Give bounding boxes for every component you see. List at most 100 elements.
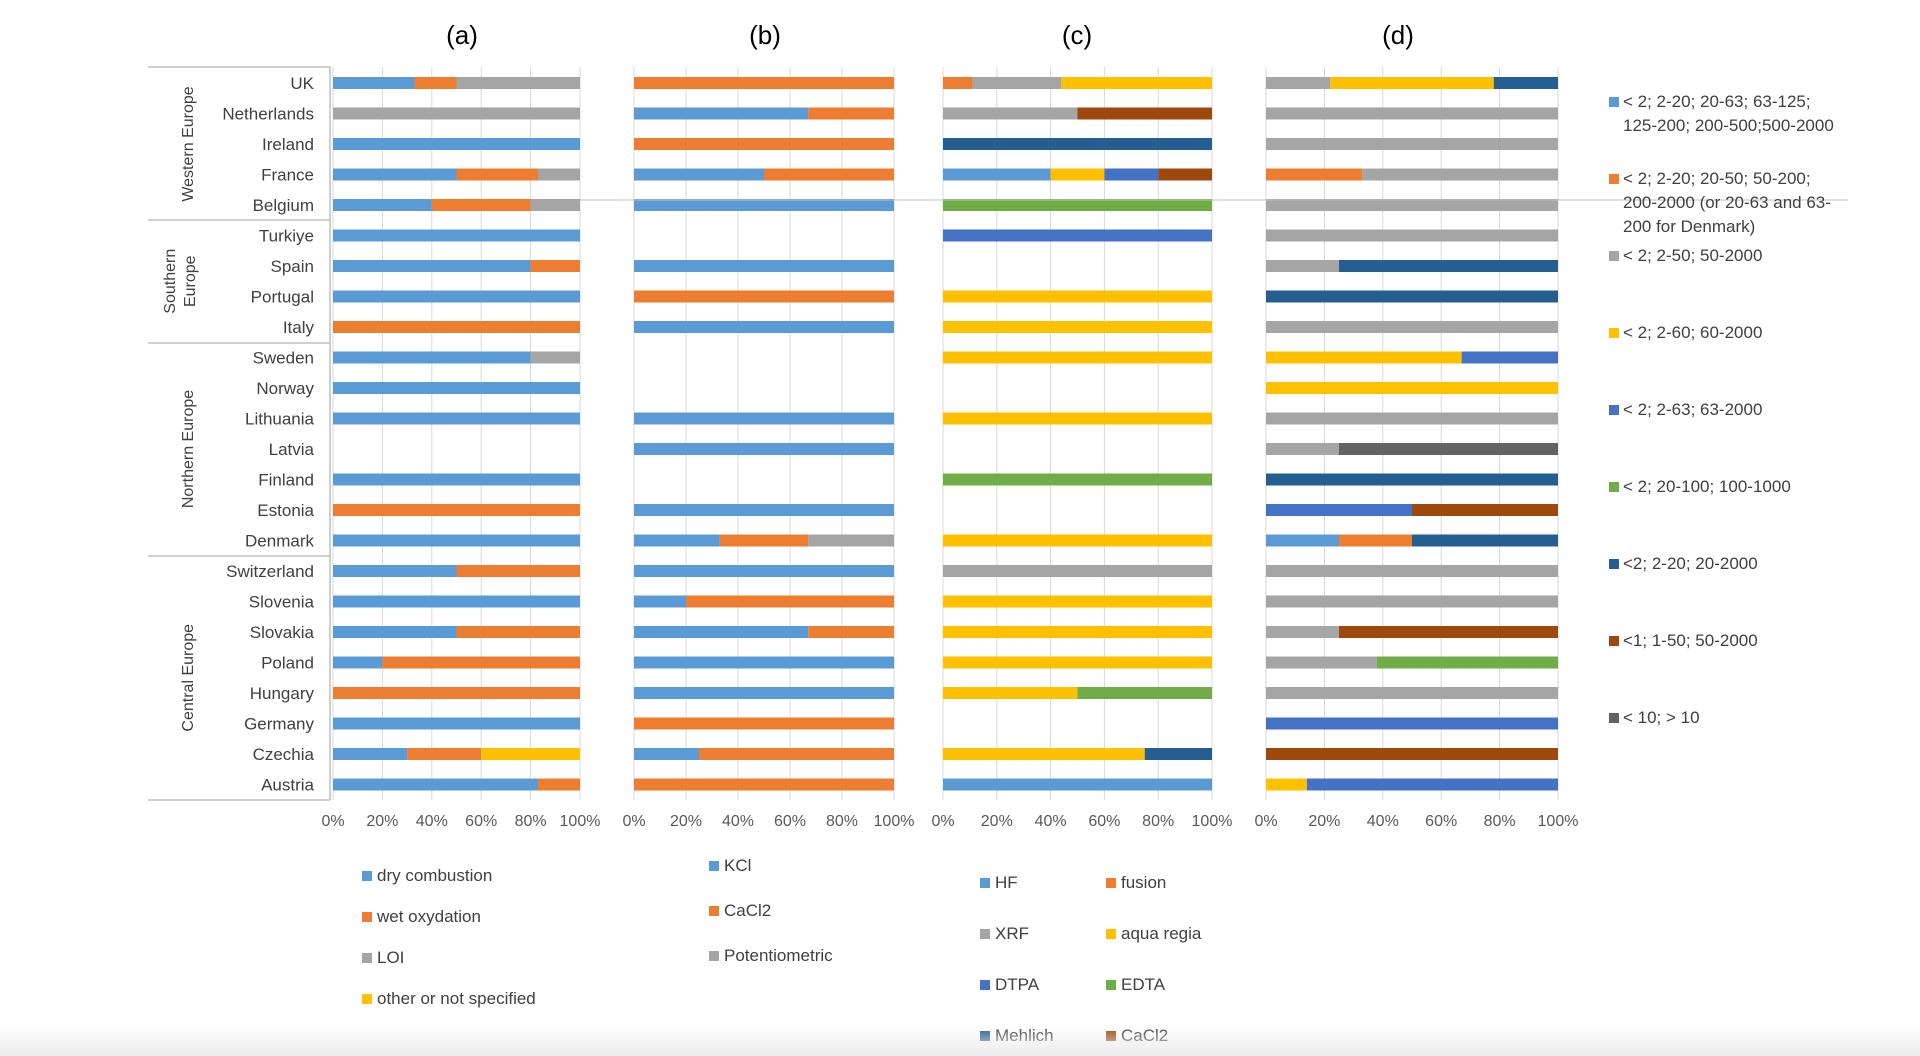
legend-entry: DTPA [995, 975, 1040, 994]
legend-entry: Potentiometric [724, 946, 833, 965]
region-label-group: Northern Europe [180, 390, 197, 508]
bar-segment [634, 321, 894, 333]
bar-segment [634, 290, 894, 303]
bar-segment [1461, 351, 1558, 364]
bar-segment [333, 138, 580, 150]
country-label: Norway [256, 379, 314, 398]
bar-segment [943, 321, 1212, 333]
bar-segment [1077, 687, 1212, 699]
country-label: Spain [271, 257, 314, 276]
legend-swatch [1609, 559, 1619, 569]
panel-title: (d) [1382, 20, 1414, 50]
bar-segment [1266, 626, 1339, 638]
bar-segment [1266, 77, 1331, 89]
bar-segment [456, 626, 580, 638]
bar-segment [456, 77, 580, 89]
x-tick-label: 100% [1192, 813, 1233, 830]
panel-0: (a) 0% 20% 40% 60% 80% 100% [321, 20, 600, 830]
bar-segment [1266, 473, 1558, 486]
bar-segment [1266, 748, 1558, 760]
bar-segment [634, 595, 686, 608]
legend-d: < 2; 2-20; 20-63; 63-125; 125-200; 200-50… [1609, 92, 1834, 727]
panel-1: (b) 0% 20% 40% 60% 80% 100% [622, 20, 914, 830]
bar-segment [1362, 168, 1558, 181]
bar-segment [943, 138, 1212, 150]
panel-title: (a) [446, 20, 478, 50]
legend-swatch [1609, 636, 1619, 646]
bar-segment [538, 778, 580, 791]
country-label: Sweden [253, 349, 314, 368]
bar-segment [943, 168, 1051, 181]
bar-segment [333, 382, 580, 394]
bar-segment [1266, 199, 1558, 211]
legend-swatch [980, 929, 990, 939]
legend-entry: < 10; > 10 [1623, 708, 1700, 727]
bar-segment [1266, 107, 1558, 120]
legend-swatch [1609, 405, 1619, 415]
bar-segment [943, 351, 1212, 364]
legend-swatch [709, 861, 719, 871]
bar-segment [634, 565, 894, 577]
legend-entry: < 2; 2-20; 20-50; 50-200; 200-2000 (or 20… [1623, 169, 1831, 236]
legend-entry: <1; 1-50; 50-2000 [1623, 631, 1758, 650]
x-tick-label: 0% [1254, 813, 1277, 830]
bar-segment [530, 260, 580, 272]
bar-segment [1266, 382, 1558, 394]
legend-entry: < 2; 2-60; 60-2000 [1623, 323, 1762, 342]
x-tick-label: 60% [1088, 813, 1120, 830]
bar-segment [1412, 534, 1558, 547]
country-label: Hungary [250, 684, 315, 703]
legend-b: KCl CaCl2 Potentiometric [709, 856, 833, 965]
bar-segment [634, 260, 894, 272]
bar-segment [943, 229, 1212, 242]
bar-segment [1158, 168, 1212, 181]
bar-segment [1266, 321, 1558, 333]
bar-segment [382, 656, 580, 669]
region-label-group: Southern Europe [162, 249, 199, 314]
bar-segment [764, 168, 894, 181]
x-tick-label: 60% [774, 813, 806, 830]
legend-entry: fusion [1121, 873, 1166, 892]
bar-segment [1266, 565, 1558, 577]
legend-entry: < 2; 2-63; 63-2000 [1623, 400, 1762, 419]
panel-2: (c) 0% 20% 40% 60% 80% 100% [931, 20, 1232, 830]
region-label-group: Central Europe [180, 624, 197, 732]
bar-segment [456, 565, 580, 577]
x-tick-label: 100% [560, 813, 601, 830]
bar-segment [481, 748, 580, 760]
bar-segment [699, 748, 894, 760]
bar-segment [634, 748, 699, 760]
bar-segment [1412, 504, 1558, 516]
bar-segment [333, 473, 580, 486]
country-label: Slovenia [249, 593, 315, 612]
bar-segment [1266, 595, 1558, 608]
country-label: Switzerland [226, 562, 314, 581]
bar-segment [634, 199, 894, 211]
x-tick-label: 20% [366, 813, 398, 830]
legend-swatch [1106, 878, 1116, 888]
bar-segment [414, 77, 457, 89]
legend-swatch [1609, 482, 1619, 492]
bar-segment [1266, 351, 1462, 364]
x-tick-label: 0% [321, 813, 344, 830]
bar-segment [1104, 168, 1159, 181]
bar-segment [634, 687, 894, 699]
bar-segment [1339, 443, 1558, 455]
x-tick-label: 0% [931, 813, 954, 830]
bar-segment [1266, 260, 1339, 272]
legend-swatch [362, 994, 372, 1004]
bar-segment [538, 168, 580, 181]
bar-segment [333, 656, 383, 669]
bar-segment [943, 595, 1212, 608]
bar-segment [1266, 778, 1307, 791]
bar-segment [1266, 656, 1377, 669]
bar-segment [1050, 168, 1105, 181]
bar-segment [634, 138, 894, 150]
legend-entry: < 2; 2-20; 20-63; 63-125; 125-200; 200-50… [1623, 92, 1834, 135]
bar-segment [943, 77, 973, 89]
bar-segment [1306, 778, 1558, 791]
bar-segment [634, 778, 894, 791]
legend-swatch [1609, 97, 1619, 107]
country-label: Latvia [269, 440, 315, 459]
